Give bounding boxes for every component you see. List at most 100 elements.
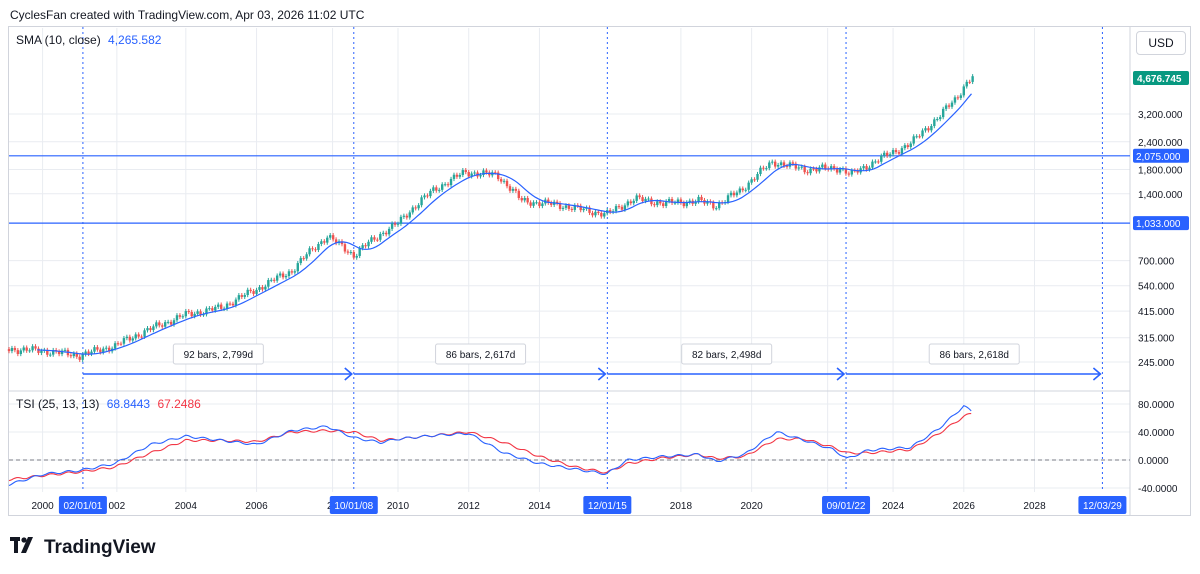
candle-body [37, 348, 40, 353]
candle-body [423, 195, 426, 198]
candle-body [921, 130, 924, 137]
candle-body [747, 182, 750, 190]
candle-body [63, 349, 67, 351]
candle-body [329, 235, 332, 238]
candle-body [113, 343, 117, 349]
candle-body [629, 201, 632, 204]
candle-body [812, 168, 815, 170]
candle-body [172, 320, 176, 325]
candle-body [181, 316, 185, 318]
candle-body [435, 187, 438, 191]
tsi-legend-value: 68.8443 [106, 397, 151, 411]
x-tick-label: 2018 [670, 501, 693, 512]
candle-body [240, 295, 244, 297]
candle-body [514, 188, 518, 191]
y-tick-label: 245.000 [1138, 358, 1175, 369]
y-tick-label: 415.000 [1138, 307, 1175, 318]
tsi-y-tick-label: 40.0000 [1138, 428, 1175, 439]
candle-body [249, 289, 252, 292]
candle-body [903, 145, 907, 149]
candle-body [237, 295, 241, 300]
candle-body [785, 165, 789, 167]
candle-body [349, 252, 353, 254]
candle-body [505, 180, 509, 187]
candle-body [883, 152, 886, 156]
candle-body [939, 117, 942, 120]
x-tick-label: 2020 [740, 501, 763, 512]
candle-body [520, 198, 523, 201]
candle-body [116, 343, 120, 345]
cycle-markers: 92 bars, 2,799d 86 bars, 2,617d 82 bars, 2… [82, 27, 1103, 492]
candle-body [281, 273, 285, 278]
candle-body [865, 166, 868, 170]
candle-body [688, 200, 691, 203]
candle-body [317, 243, 320, 250]
candle-body [735, 192, 739, 196]
tsi-lines [8, 405, 972, 487]
candle-body [529, 202, 532, 206]
candle-body [776, 164, 780, 167]
candle-body [897, 152, 901, 154]
candle-body [311, 248, 314, 250]
candle-body [287, 271, 291, 276]
candle-body [252, 291, 255, 294]
candle-body [502, 180, 506, 182]
tsi-signal-legend-value: 67.2486 [157, 397, 201, 411]
candle-body [155, 322, 158, 327]
candle-body [673, 202, 677, 204]
candle-body [246, 289, 249, 296]
candle-body [387, 228, 391, 235]
candle-body [900, 148, 904, 154]
x-tick-label: 2000 [31, 501, 54, 512]
candle-body [302, 258, 305, 260]
candle-body [438, 189, 441, 191]
candle-body [791, 162, 795, 164]
candle-body [656, 201, 659, 206]
tradingview-mark-icon [10, 537, 38, 559]
candle-body [399, 216, 403, 224]
candle-body [22, 347, 25, 351]
candle-body [69, 355, 73, 357]
candle-body [163, 322, 167, 327]
candle-body [526, 198, 529, 203]
candle-body [217, 304, 220, 307]
x-tick-label: 2014 [528, 501, 551, 512]
candle-body [847, 173, 851, 175]
candle-body [871, 161, 874, 168]
cycle-arrowhead [597, 367, 607, 381]
candle-body [19, 350, 22, 355]
candle-body [797, 167, 800, 169]
candle-body [296, 263, 299, 272]
candle-body [355, 255, 358, 258]
candle-body [638, 195, 641, 198]
candle-body [10, 347, 14, 352]
cycle-bars-label: 92 bars, 2,799d [184, 350, 254, 361]
candle-body [105, 347, 108, 349]
candle-body [765, 168, 768, 170]
currency-button[interactable]: USD [1136, 31, 1186, 55]
candle-body [697, 196, 700, 202]
candle-body [726, 195, 730, 203]
candle-body [535, 202, 538, 204]
x-tick-label: 2012 [458, 501, 481, 512]
candle-body [432, 187, 435, 191]
candle-body [379, 233, 382, 240]
candle-body [617, 206, 621, 208]
candle-body [600, 212, 603, 217]
candle-body [134, 334, 137, 339]
candle-body [965, 81, 968, 87]
candle-body [161, 325, 164, 327]
candle-body [620, 206, 624, 210]
candle-body [314, 249, 317, 251]
candle-body [838, 169, 842, 173]
candle-body [367, 241, 370, 247]
candle-body [449, 178, 453, 186]
candle-body [771, 161, 774, 163]
tradingview-logo[interactable]: TradingView [10, 537, 156, 559]
candle-body [547, 199, 550, 203]
candle-body [46, 349, 49, 355]
candle-body [821, 164, 824, 168]
y-tick-label: 2,400.000 [1138, 138, 1183, 149]
candle-body [385, 232, 388, 235]
